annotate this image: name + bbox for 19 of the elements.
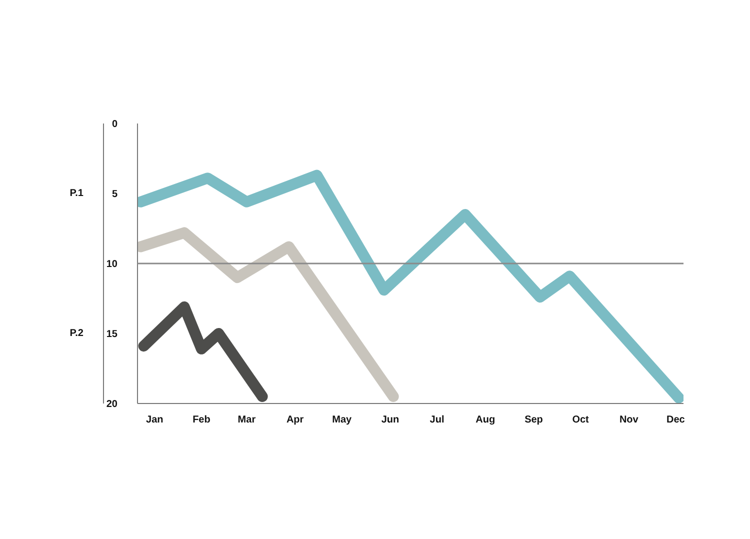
x-tick-label: Oct <box>572 414 590 426</box>
text: P.2 <box>70 328 84 339</box>
x-tick-label: Nov <box>619 414 639 426</box>
x-tick-label: Jun <box>381 414 400 426</box>
x-tick-label: Feb <box>192 414 210 426</box>
x-tick-label: Jan <box>146 414 164 426</box>
x-tick-label: May <box>332 414 352 426</box>
x-tick-label: Dec <box>666 414 686 426</box>
y-tick-label: 15 <box>106 329 118 340</box>
x-tick-label: Mar <box>238 414 256 426</box>
y-tick-label: 20 <box>106 399 118 410</box>
y-tick-label: 10 <box>106 259 118 270</box>
y-tick-label: 5 <box>112 189 118 200</box>
x-tick-label: Jul <box>430 414 444 426</box>
y-tick-label: 0 <box>112 119 118 130</box>
x-tick-label: Aug <box>476 414 496 426</box>
x-tick-label: Apr <box>286 414 304 426</box>
text: P.1 <box>70 188 84 199</box>
x-tick-label: Sep <box>524 414 543 426</box>
